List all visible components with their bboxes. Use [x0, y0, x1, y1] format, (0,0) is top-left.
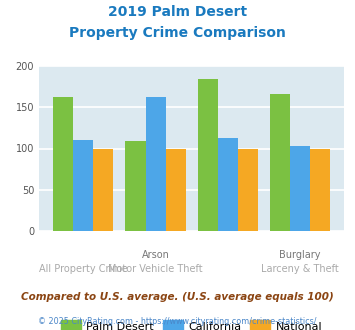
Bar — [73, 140, 93, 231]
Text: Burglary: Burglary — [279, 250, 321, 260]
Text: Larceny & Theft: Larceny & Theft — [261, 264, 339, 274]
Bar — [198, 79, 218, 231]
Text: Arson: Arson — [142, 250, 169, 260]
Text: All Property Crime: All Property Crime — [39, 264, 127, 274]
Bar — [290, 146, 310, 231]
Bar — [146, 96, 165, 231]
Text: 2019 Palm Desert: 2019 Palm Desert — [108, 5, 247, 19]
Bar — [165, 148, 186, 231]
Bar — [218, 138, 238, 231]
Text: Property Crime Comparison: Property Crime Comparison — [69, 26, 286, 40]
Bar — [125, 141, 146, 231]
Bar — [53, 96, 73, 231]
Bar — [238, 148, 258, 231]
Bar — [93, 148, 113, 231]
Text: Motor Vehicle Theft: Motor Vehicle Theft — [108, 264, 203, 274]
Text: © 2025 CityRating.com - https://www.cityrating.com/crime-statistics/: © 2025 CityRating.com - https://www.city… — [38, 317, 317, 326]
Text: Compared to U.S. average. (U.S. average equals 100): Compared to U.S. average. (U.S. average … — [21, 292, 334, 302]
Bar — [310, 148, 330, 231]
Legend: Palm Desert, California, National: Palm Desert, California, National — [56, 316, 327, 330]
Bar — [270, 94, 290, 231]
